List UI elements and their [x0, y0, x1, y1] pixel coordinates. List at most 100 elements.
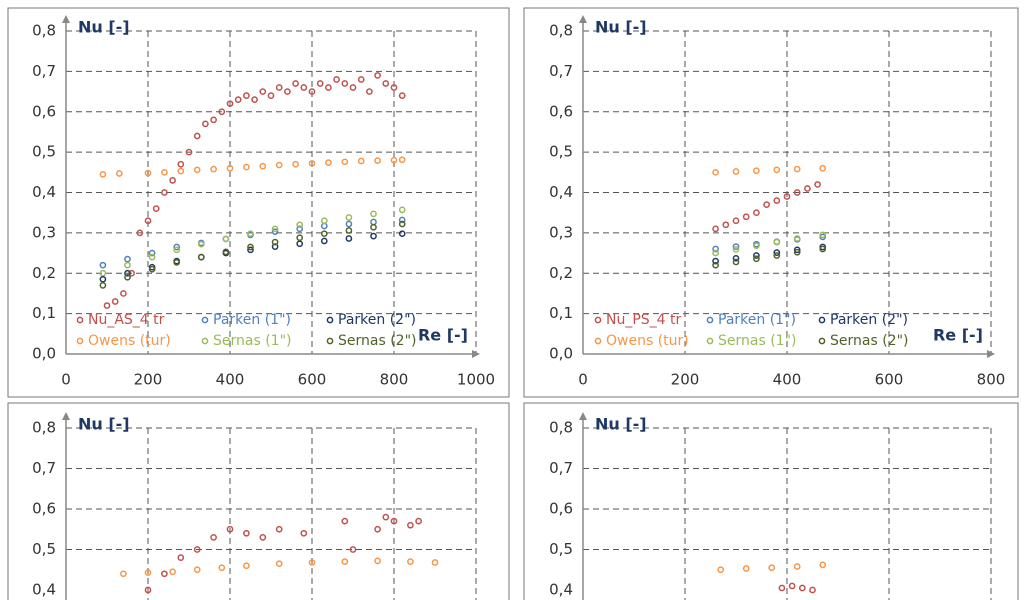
y-tick-label: 0,4: [549, 581, 573, 599]
y-tick-label: 0,8: [549, 22, 573, 40]
data-point: [124, 273, 131, 281]
data-point: [259, 162, 267, 170]
data-point: [712, 245, 719, 253]
data-point: [193, 132, 201, 140]
data-point: [234, 96, 242, 103]
data-point: [292, 160, 299, 168]
data-point: [247, 230, 254, 238]
data-point: [210, 165, 217, 173]
data-point: [210, 116, 217, 124]
data-point: [349, 84, 357, 91]
data-point: [226, 100, 234, 108]
y-tick-label: 0,8: [549, 419, 573, 437]
data-point: [161, 189, 168, 196]
data-point: [210, 534, 217, 541]
data-point: [99, 282, 107, 289]
data-point: [753, 167, 760, 175]
data-point: [308, 88, 316, 95]
data-point: [814, 181, 821, 188]
data-point: [177, 554, 185, 561]
data-point: [722, 221, 730, 229]
data-point: [247, 243, 254, 251]
data-point: [819, 231, 827, 239]
data-point: [284, 88, 291, 95]
data-point: [226, 525, 234, 533]
data-point: [148, 249, 156, 257]
y-tick-label: 0,2: [32, 264, 56, 282]
data-point: [325, 84, 332, 91]
data-point: [398, 156, 406, 164]
x-tick-label: 400: [773, 371, 802, 389]
y-tick-label: 0,2: [549, 264, 573, 282]
data-point: [773, 252, 781, 259]
data-point: [271, 238, 279, 246]
data-point: [382, 513, 390, 521]
x-tick-label: 800: [380, 371, 409, 389]
y-axis-arrow: [62, 15, 70, 23]
x-axis-arrow: [472, 350, 480, 358]
y-tick-label: 0,3: [32, 223, 56, 241]
legend-label: Sernas (1"): [718, 333, 796, 349]
data-point: [115, 170, 123, 177]
y-tick-label: 0,6: [549, 102, 573, 120]
data-point: [169, 568, 176, 576]
legend-label: Sernas (2"): [830, 333, 908, 349]
y-tick-label: 0,5: [549, 143, 573, 161]
data-point: [247, 246, 254, 254]
data-point: [753, 242, 760, 250]
y-tick-label: 0,7: [549, 62, 573, 80]
data-point: [390, 84, 398, 91]
data-point: [197, 240, 205, 248]
data-point: [275, 560, 283, 568]
panel-frame: [7, 402, 510, 600]
data-point: [222, 248, 230, 256]
data-point: [99, 261, 107, 269]
data-point: [144, 569, 152, 576]
data-point: [341, 558, 349, 566]
data-point: [753, 209, 760, 217]
legend-marker: [76, 316, 84, 324]
data-point: [374, 525, 381, 533]
legend-label: Parken (1"): [718, 312, 796, 328]
data-point: [136, 229, 144, 237]
y-tick-label: 0,1: [32, 304, 56, 322]
y-tick-label: 0,8: [32, 22, 56, 40]
data-point: [390, 517, 398, 525]
x-tick-label: 0: [61, 371, 71, 389]
data-point: [99, 170, 107, 178]
data-point: [398, 92, 406, 99]
data-point: [128, 269, 135, 277]
data-point: [732, 168, 740, 175]
data-point: [712, 257, 719, 265]
panel-frame: [7, 7, 510, 398]
x-axis-label: Re [-]: [418, 326, 468, 345]
data-point: [148, 265, 156, 273]
data-point: [124, 261, 131, 269]
data-point: [398, 216, 406, 224]
legend-marker: [201, 316, 209, 324]
data-point: [742, 213, 750, 221]
data-point: [804, 185, 811, 192]
x-tick-label: 0: [578, 371, 588, 389]
x-tick-label: 400: [216, 371, 245, 389]
legend-label: Nu_PS_4 tr: [606, 312, 682, 328]
data-point: [124, 255, 131, 263]
data-point: [193, 546, 201, 553]
data-point: [382, 80, 390, 87]
data-point: [345, 235, 353, 242]
data-point: [169, 177, 176, 184]
data-point: [185, 148, 193, 156]
data-point: [793, 248, 801, 256]
data-point: [320, 230, 328, 238]
data-point: [732, 258, 740, 266]
y-tick-label: 0,0: [32, 345, 56, 363]
data-point: [345, 214, 353, 221]
data-point: [763, 201, 770, 208]
data-point: [173, 243, 181, 251]
data-point: [398, 230, 406, 238]
panel-frame: [523, 402, 1019, 600]
y-tick-label: 0,5: [32, 540, 56, 558]
data-point: [374, 157, 381, 164]
data-point: [809, 586, 816, 594]
y-tick-label: 0,5: [32, 143, 56, 161]
